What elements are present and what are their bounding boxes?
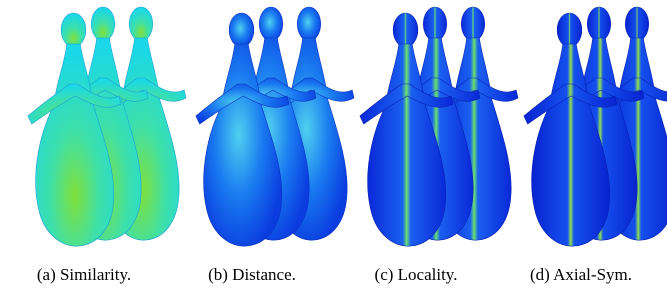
panel-c-image [360,7,518,246]
caption: (b) Distance. [208,265,296,284]
panel-d-image [524,7,667,246]
panel-a-image [28,7,186,246]
panel-b-image [196,7,354,246]
caption: (d) Axial-Sym. [530,265,632,284]
figure: (a) Similarity. (b) Distance. (c) Locali… [0,0,667,295]
caption: (c) Locality. [375,265,458,284]
caption: (a) Similarity. [37,265,131,284]
